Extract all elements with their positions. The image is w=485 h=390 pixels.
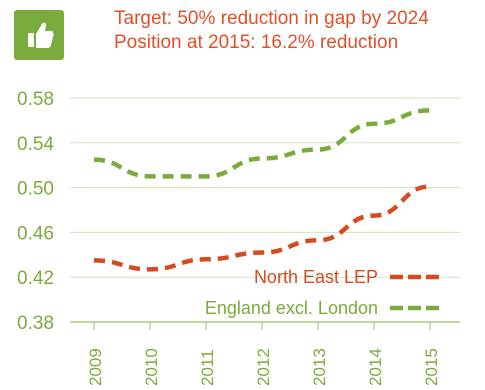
x-tick-label: 2009 <box>86 348 105 386</box>
gridlines <box>70 97 460 323</box>
x-axis-ticks: 2009 2010 2011 2012 2013 2014 2015 <box>86 322 441 386</box>
y-tick-label: 0.50 <box>17 179 54 200</box>
legend-label: England excl. London <box>205 298 378 318</box>
y-axis-ticks: 0.58 0.54 0.50 0.46 0.42 0.38 <box>17 89 54 334</box>
y-tick-label: 0.38 <box>17 313 54 334</box>
thumbs-up-badge <box>14 10 64 60</box>
series-line-england-excl-london <box>93 108 431 179</box>
thumbs-up-icon <box>28 22 54 48</box>
y-tick-label: 0.42 <box>17 268 54 289</box>
x-tick-label: 2015 <box>422 348 441 386</box>
headline-target: Target: 50% reduction in gap by 2024 <box>114 8 429 29</box>
series-line-north-east-lep <box>93 184 431 272</box>
x-tick-label: 2012 <box>254 348 273 386</box>
headline-position: Position at 2015: 16.2% reduction <box>114 32 399 53</box>
x-tick-label: 2011 <box>198 349 217 386</box>
legend-label: North East LEP <box>254 267 378 287</box>
y-tick-label: 0.58 <box>17 89 54 110</box>
y-tick-label: 0.46 <box>17 223 54 244</box>
y-tick-label: 0.54 <box>17 134 54 155</box>
series-lines <box>93 108 431 272</box>
x-tick-label: 2010 <box>142 348 161 386</box>
x-tick-label: 2013 <box>310 348 329 386</box>
legend: North East LEP England excl. London <box>205 267 440 318</box>
x-tick-label: 2014 <box>366 348 385 386</box>
